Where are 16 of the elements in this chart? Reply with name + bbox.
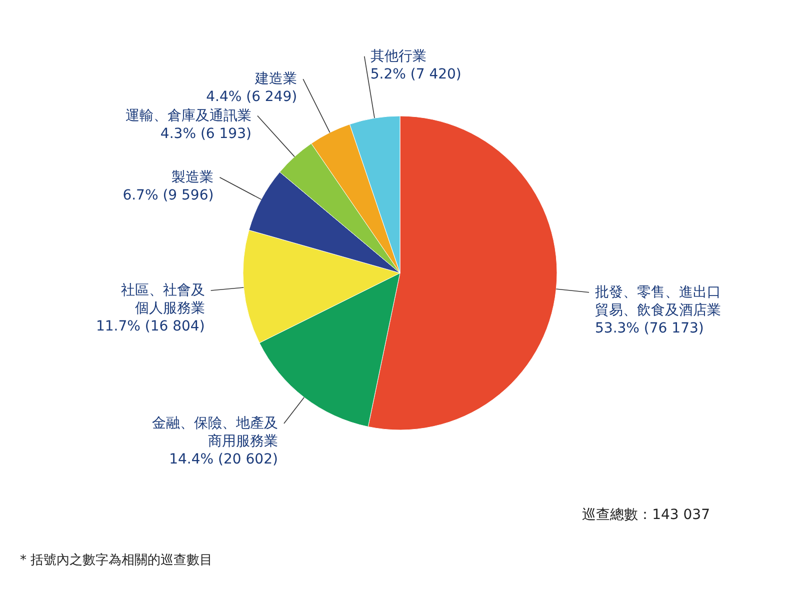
slice-label: 製造業 [172, 169, 214, 186]
slice-label: 建造業 [254, 71, 298, 88]
data-label: 53.3% (76 173) [595, 320, 704, 336]
data-label: 5.2% (7 420) [370, 66, 462, 82]
text: * 括號內之數字為相關的巡查數目 [20, 552, 213, 568]
data-label: 14.4% (20 602) [169, 451, 278, 468]
data-label: 11.7% (16 804) [96, 318, 205, 335]
text: 巡查總數：143 037 [582, 507, 710, 523]
slice-label: 社區、社會及個人服務業 [120, 282, 205, 317]
data-label: 4.4% (6 249) [206, 89, 298, 106]
slice-label: 金融、保險、地產及商用服務業 [152, 415, 278, 450]
slice-label: 運輸、倉庫及通訊業 [125, 108, 252, 124]
data-label: 6.7% (9 596) [122, 187, 214, 204]
slice-label: 其他行業 [370, 48, 426, 64]
slice-label: 批發、零售、進出口貿易、飲食及酒店業 [595, 284, 722, 318]
data-label: 4.3% (6 193) [160, 126, 252, 142]
